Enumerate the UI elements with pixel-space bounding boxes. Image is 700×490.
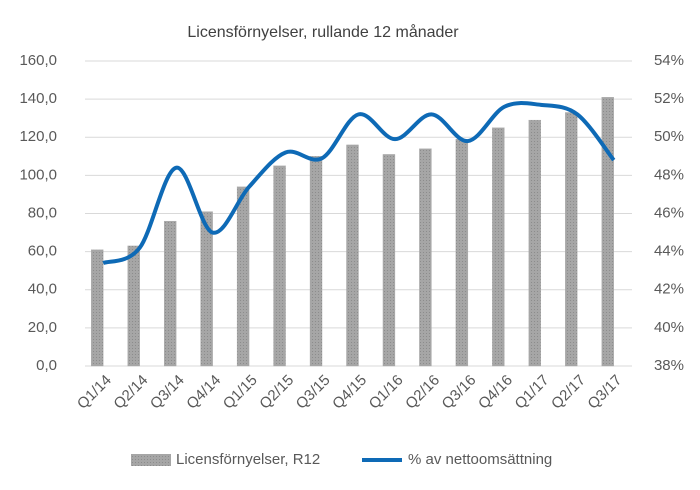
x-tick-label: Q1/16	[366, 372, 407, 413]
bar	[200, 211, 213, 367]
y-tick-label: 40,0	[28, 281, 57, 298]
legend-label: % av nettoomsättning	[408, 451, 552, 468]
y-tick-label: 20,0	[28, 319, 57, 336]
x-tick-label: Q4/14	[183, 372, 224, 413]
x-tick-label: Q2/15	[256, 372, 297, 413]
x-tick-label: Q3/14	[147, 372, 188, 413]
y2-tick-label: 38%	[654, 357, 684, 374]
y2-tick-label: 46%	[654, 204, 684, 221]
bar	[127, 245, 140, 367]
x-tick-label: Q2/16	[402, 372, 443, 413]
y-tick-label: 80,0	[28, 204, 57, 221]
y2-tick-label: 40%	[654, 319, 684, 336]
x-tick-label: Q4/16	[475, 372, 516, 413]
bar	[309, 156, 323, 367]
bar	[163, 220, 177, 367]
y-tick-label: 140,0	[19, 90, 57, 107]
x-tick-label: Q3/16	[439, 372, 480, 413]
bar	[601, 97, 614, 367]
x-tick-label: Q2/17	[548, 372, 589, 413]
bar	[419, 148, 432, 367]
y-tick-label: 0,0	[36, 357, 57, 374]
bar	[528, 119, 541, 367]
y2-tick-label: 50%	[654, 128, 684, 145]
bar	[273, 165, 286, 367]
x-tick-label: Q2/14	[110, 372, 151, 413]
legend-label: Licensförnyelser, R12	[176, 451, 320, 468]
x-tick-label: Q1/15	[220, 372, 261, 413]
y-tick-label: 120,0	[19, 128, 57, 145]
y2-tick-label: 44%	[654, 243, 684, 260]
bar	[91, 249, 104, 367]
y-tick-label: 60,0	[28, 243, 57, 260]
y2-tick-label: 52%	[654, 90, 684, 107]
y-tick-label: 100,0	[19, 166, 57, 183]
bar	[382, 154, 396, 367]
bar	[236, 186, 250, 367]
x-tick-label: Q1/17	[512, 372, 553, 413]
x-tick-label: Q1/14	[74, 372, 115, 413]
bar	[455, 139, 469, 367]
y2-tick-label: 48%	[654, 166, 684, 183]
bar	[346, 144, 359, 367]
bar	[492, 127, 505, 367]
y-tick-label: 160,0	[19, 52, 57, 69]
y2-tick-label: 54%	[654, 52, 684, 69]
y2-tick-label: 42%	[654, 281, 684, 298]
x-tick-label: Q3/17	[584, 372, 625, 413]
x-tick-label: Q3/15	[293, 372, 334, 413]
line	[102, 101, 616, 265]
legend-swatch	[131, 454, 171, 466]
x-tick-label: Q4/15	[329, 372, 370, 413]
chart-title: Licensförnyelser, rullande 12 månader	[187, 23, 459, 41]
bar	[565, 112, 578, 367]
